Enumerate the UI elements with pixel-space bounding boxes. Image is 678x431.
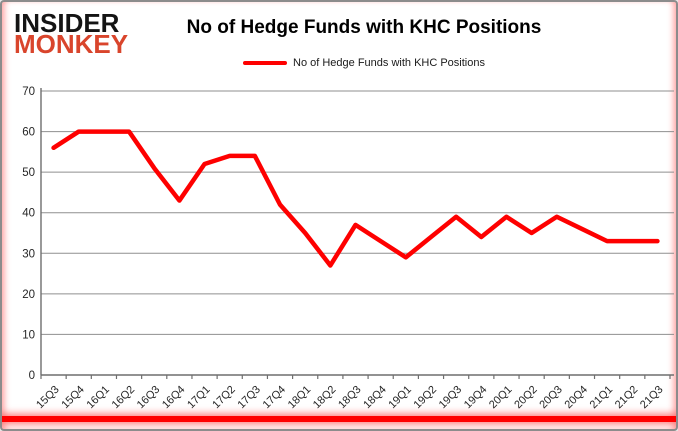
x-axis-category-label: 17Q4 [261,384,289,412]
y-axis-tick-label: 20 [22,289,35,301]
x-axis-category-label: 19Q3 [437,384,465,412]
x-axis-category-label: 17Q3 [235,384,263,412]
legend-label: No of Hedge Funds with KHC Positions [293,57,485,69]
x-axis-category-label: 17Q2 [210,384,238,412]
y-axis-tick-label: 30 [22,248,35,260]
logo-line-insider: INSIDER [14,8,120,38]
x-axis-category-label: 20Q3 [537,384,565,412]
x-axis-category-label: 18Q2 [311,384,339,412]
insider-monkey-logo: INSIDER MONKEY [14,8,129,59]
y-axis-tick-label: 60 [22,127,35,139]
bottom-accent-bar [2,416,676,422]
x-axis-category-label: 16Q2 [110,384,138,412]
x-axis-category-label: 19Q2 [412,384,440,412]
x-axis-category-label: 18Q3 [336,384,364,412]
y-axis-tick-label: 0 [29,370,35,382]
x-axis-category-label: 21Q2 [613,384,641,412]
y-axis-tick-label: 40 [22,208,35,220]
x-axis-category-label: 20Q2 [512,384,540,412]
x-axis-category-label: 16Q1 [84,384,112,412]
x-axis-category-label: 15Q4 [59,384,87,412]
x-axis-category-label: 18Q1 [286,384,314,412]
y-axis-tick-label: 10 [22,329,35,341]
series-line [51,129,660,268]
y-axis-tick-label: 70 [22,86,35,98]
chart-legend: No of Hedge Funds with KHC Positions [62,57,666,69]
y-axis-tick-label: 50 [22,167,35,179]
x-axis-category-label: 19Q1 [386,384,414,412]
legend-line-swatch [243,61,287,65]
x-axis-category-label: 20Q4 [563,384,591,412]
x-axis-category-label: 16Q4 [160,384,188,412]
x-axis-category-label: 20Q1 [487,384,515,412]
x-axis-category-label: 21Q3 [638,384,666,412]
chart-title: No of Hedge Funds with KHC Positions [186,17,542,38]
x-axis-category-label: 16Q3 [135,384,163,412]
logo-line-monkey: MONKEY [14,29,129,59]
x-axis-category-label: 21Q1 [588,384,616,412]
x-axis-category-label: 15Q3 [34,384,62,412]
x-axis-category-label: 18Q4 [361,384,389,412]
x-axis-category-label: 19Q4 [462,384,490,412]
x-axis-category-label: 17Q1 [185,384,213,412]
